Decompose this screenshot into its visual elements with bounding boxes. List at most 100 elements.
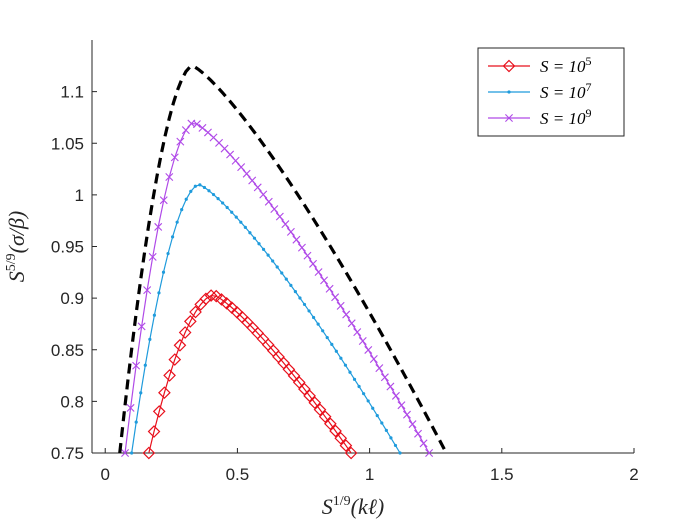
data-point (237, 163, 246, 172)
x-tick-label: 2 (629, 465, 638, 484)
data-point (366, 399, 370, 403)
data-point (159, 196, 168, 205)
data-point (176, 137, 185, 146)
series-1 (130, 183, 402, 455)
data-point (293, 290, 298, 294)
data-point (375, 364, 384, 373)
y-tick-label: 1.05 (51, 134, 84, 153)
data-point (289, 283, 293, 287)
data-point (139, 391, 143, 395)
data-point (148, 252, 157, 261)
legend-marker (507, 90, 511, 94)
data-point (384, 428, 388, 433)
y-tick-label: 0.75 (51, 444, 84, 463)
data-point (389, 436, 393, 440)
data-point (189, 305, 202, 319)
data-point (425, 449, 434, 457)
data-point (352, 377, 357, 381)
data-point (292, 376, 306, 389)
data-point (147, 425, 161, 438)
data-point (369, 355, 378, 363)
data-point (166, 251, 170, 256)
data-point (391, 391, 400, 400)
data-point (362, 392, 366, 396)
data-point (284, 277, 288, 281)
axes: 0 0.5 1 1.5 2 0.75 0.8 0.85 0.9 0.95 1 1.05 1.1 (51, 40, 639, 484)
x-tick-label: 1.5 (490, 465, 514, 484)
legend-entry: S = 107 (488, 80, 591, 102)
series-line (118, 64, 448, 454)
data-point (271, 259, 275, 263)
data-point (398, 451, 402, 455)
data-point (143, 363, 147, 367)
data-point (230, 210, 234, 214)
data-point (183, 315, 197, 328)
data-point (331, 293, 340, 302)
data-point (199, 292, 213, 306)
data-point (170, 235, 175, 239)
data-point (207, 189, 211, 193)
data-point (242, 169, 251, 178)
data-point (148, 337, 152, 341)
legend-marker (505, 114, 513, 122)
data-point (189, 189, 193, 194)
data-point (336, 301, 345, 310)
data-point (161, 270, 166, 274)
data-point (163, 369, 176, 382)
data-point (321, 329, 325, 333)
series-2 (121, 119, 434, 457)
data-point (121, 449, 130, 457)
data-point (320, 276, 329, 285)
data-point (130, 451, 134, 455)
data-point (231, 156, 240, 165)
data-point (339, 439, 353, 452)
series-line (124, 122, 430, 454)
data-series (118, 64, 448, 460)
data-point (209, 289, 223, 303)
data-point (180, 208, 184, 212)
y-axis-label: S5/9(σ/β) (4, 211, 29, 282)
data-point (308, 396, 322, 410)
data-point (280, 271, 284, 275)
data-point (184, 197, 188, 201)
legend: S = 105 S = 107 S = 109 (477, 47, 625, 137)
data-point (248, 176, 257, 185)
data-point (204, 289, 218, 302)
data-point (234, 215, 238, 219)
data-point (248, 231, 252, 235)
data-point (221, 201, 225, 205)
data-point (303, 389, 316, 403)
data-point (314, 268, 323, 277)
data-point (202, 185, 207, 190)
data-point (343, 363, 348, 367)
data-point (132, 361, 141, 370)
data-point (313, 403, 327, 416)
data-point (358, 337, 367, 345)
data-point (239, 220, 243, 224)
data-point (348, 370, 352, 374)
data-point (329, 424, 342, 438)
data-point (353, 328, 362, 337)
data-point (170, 153, 179, 162)
data-point (339, 356, 343, 360)
data-point (192, 120, 201, 129)
data-point (257, 242, 261, 246)
data-point (261, 247, 266, 251)
x-axis-label: S1/9(kℓ) (322, 494, 384, 519)
data-point (270, 205, 279, 214)
data-point (402, 410, 411, 419)
y-tick-label: 0.95 (51, 238, 84, 257)
legend-label: S = 109 (540, 106, 591, 128)
x-tick-label: 0.5 (226, 465, 250, 484)
data-point (344, 446, 358, 460)
data-point (342, 310, 351, 319)
data-point (307, 309, 311, 313)
data-point (266, 253, 270, 257)
data-point (198, 123, 207, 132)
data-point (380, 421, 384, 425)
data-point (297, 243, 306, 252)
data-point (414, 429, 423, 438)
data-point (397, 401, 406, 410)
data-point (380, 373, 389, 382)
data-point (275, 265, 279, 269)
